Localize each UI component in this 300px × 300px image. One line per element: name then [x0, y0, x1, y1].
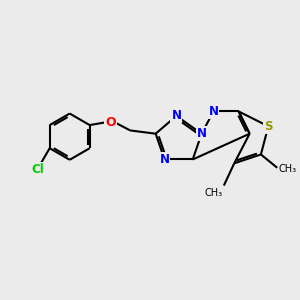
Text: S: S [264, 120, 273, 133]
Text: N: N [171, 110, 182, 122]
Text: CH₃: CH₃ [279, 164, 297, 174]
Text: CH₃: CH₃ [204, 188, 222, 198]
Text: N: N [196, 127, 207, 140]
Text: Cl: Cl [32, 163, 44, 176]
Text: N: N [160, 153, 170, 166]
Text: O: O [105, 116, 116, 129]
Text: Cl: Cl [32, 163, 44, 176]
Text: O: O [105, 116, 116, 129]
Text: N: N [208, 105, 218, 118]
